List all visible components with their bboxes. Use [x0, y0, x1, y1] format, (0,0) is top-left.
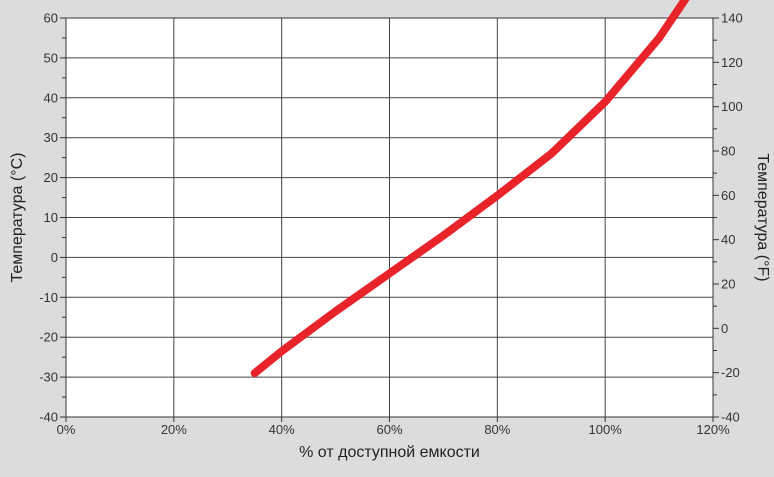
x-tick-label: 120%: [696, 422, 730, 437]
y-tick-label: 10: [44, 210, 58, 225]
y-tick-label: -20: [39, 330, 58, 345]
y2-tick-label: 100: [721, 99, 743, 114]
y2-tick-label: 40: [721, 232, 735, 247]
y2-tick-label: -40: [721, 410, 740, 425]
axis-ticks: [60, 17, 719, 422]
y-tick-label: 60: [44, 11, 58, 26]
y2-tick-label: 80: [721, 144, 735, 159]
y2-tick-label: -20: [721, 365, 740, 380]
y-tick-label: -40: [39, 410, 58, 425]
series-line-0: [250, 0, 690, 378]
y2-tick-label: 140: [721, 11, 743, 26]
x-tick-label: 80%: [484, 422, 510, 437]
y-tick-label: 30: [44, 130, 58, 145]
y2-tick-label: 120: [721, 55, 743, 70]
y-tick-label: -30: [39, 370, 58, 385]
y-tick-label: 40: [44, 90, 58, 105]
x-tick-label: 100%: [589, 422, 623, 437]
y-tick-label: -10: [39, 290, 58, 305]
y-axis-label-left: Температура (°C): [9, 153, 26, 283]
x-axis-label: % от доступной емкости: [299, 444, 480, 461]
y2-tick-label: 0: [721, 321, 728, 336]
y2-tick-label: 20: [721, 277, 735, 292]
tick-labels: 0% 20% 40% 60% 80% 100% 120%-40-30-20-10010203…: [39, 11, 743, 438]
y2-tick-label: 60: [721, 188, 735, 203]
data-series: [250, 0, 690, 378]
y-axis-label-right: Температура (°F): [754, 153, 771, 281]
y-tick-label: 20: [44, 170, 58, 185]
y-tick-label: 0: [51, 250, 58, 265]
y-tick-label: 50: [44, 50, 58, 65]
x-tick-label: 60%: [376, 422, 402, 437]
x-tick-label: 40%: [269, 422, 295, 437]
x-tick-label: 0%: [57, 422, 76, 437]
x-tick-label: 20%: [161, 422, 187, 437]
